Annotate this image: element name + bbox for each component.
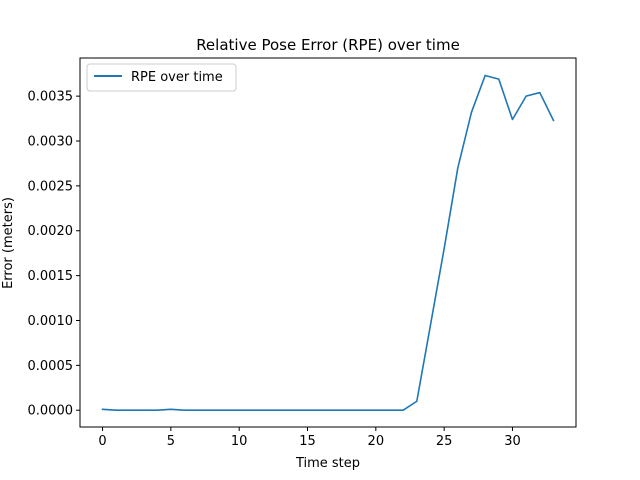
axes-frame bbox=[79, 57, 577, 428]
y-tick-label: 0.0020 bbox=[28, 224, 74, 239]
y-tick-label: 0.0035 bbox=[28, 90, 74, 105]
y-tick-label: 0.0000 bbox=[28, 404, 74, 419]
legend-label: RPE over time bbox=[131, 70, 223, 85]
x-tick-label: 30 bbox=[504, 434, 521, 449]
x-tick-label: 25 bbox=[436, 434, 453, 449]
x-tick-label: 0 bbox=[98, 434, 106, 449]
plot-area: 0 5 10 15 20 25 30 0.0000 0.0005 0.0010 0.0015 0.00… bbox=[28, 57, 577, 449]
y-axis-label: Error (meters) bbox=[1, 197, 16, 289]
x-tick-label: 15 bbox=[299, 434, 316, 449]
y-tick-label: 0.0030 bbox=[28, 135, 74, 150]
series-line-0 bbox=[101, 74, 555, 412]
y-tick-label: 0.0005 bbox=[28, 359, 74, 374]
x-tick-label: 10 bbox=[231, 434, 248, 449]
x-axis-label: Time step bbox=[295, 456, 360, 471]
y-tick-label: 0.0010 bbox=[28, 314, 74, 329]
x-tick-label: 5 bbox=[167, 434, 175, 449]
y-tick-label: 0.0025 bbox=[28, 179, 74, 194]
y-tick-label: 0.0015 bbox=[28, 269, 74, 284]
legend-frame bbox=[86, 63, 237, 92]
chart-title: Relative Pose Error (RPE) over time bbox=[196, 36, 460, 54]
x-tick-label: 20 bbox=[368, 434, 385, 449]
legend: RPE over time bbox=[86, 63, 237, 92]
